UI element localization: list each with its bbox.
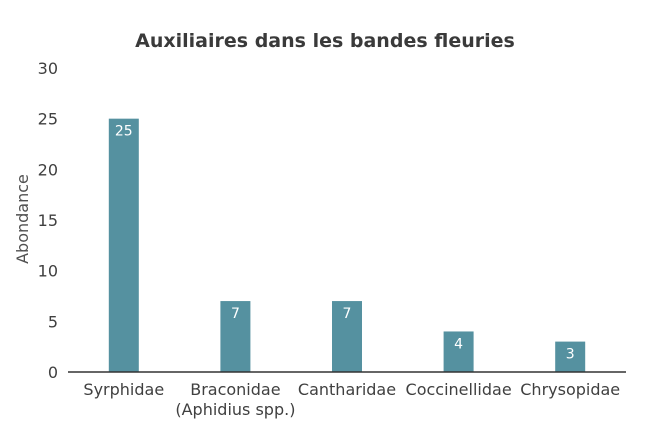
bar-data-label: 7 <box>231 306 240 322</box>
y-axis-ticks: 0 5 10 15 20 25 30 <box>38 59 58 382</box>
x-tick-label: Braconidae <box>190 380 280 399</box>
bars <box>108 118 586 373</box>
y-tick-label: 10 <box>38 262 58 281</box>
bar <box>555 341 586 372</box>
x-axis-labels: Syrphidae Braconidae(Aphidius spp.)Cantha… <box>83 380 620 419</box>
bar-data-label: 25 <box>115 124 133 140</box>
y-tick-label: 25 <box>38 110 58 129</box>
bar-data-label: 7 <box>343 306 352 322</box>
y-axis-label: Abondance <box>13 174 32 264</box>
x-tick-label: (Aphidius spp.) <box>175 400 295 419</box>
x-tick-label: Chrysopidae <box>520 380 620 399</box>
y-tick-label: 5 <box>48 312 58 331</box>
data-labels: 25 7 7 4 3 <box>115 124 575 363</box>
bar-data-label: 4 <box>454 336 463 352</box>
x-tick-label: Syrphidae <box>83 380 164 399</box>
bar-data-label: 3 <box>566 347 575 363</box>
bar <box>332 301 362 372</box>
y-tick-label: 20 <box>38 160 58 179</box>
y-tick-label: 0 <box>48 363 58 382</box>
x-tick-label: Cantharidae <box>298 380 396 399</box>
bar <box>108 118 139 373</box>
bar <box>443 331 474 372</box>
y-tick-label: 15 <box>38 211 58 230</box>
y-tick-label: 30 <box>38 59 58 78</box>
chart-title: Auxiliaires dans les bandes fleuries <box>135 30 515 52</box>
x-tick-label: Coccinellidae <box>406 380 512 399</box>
bar <box>220 301 251 372</box>
